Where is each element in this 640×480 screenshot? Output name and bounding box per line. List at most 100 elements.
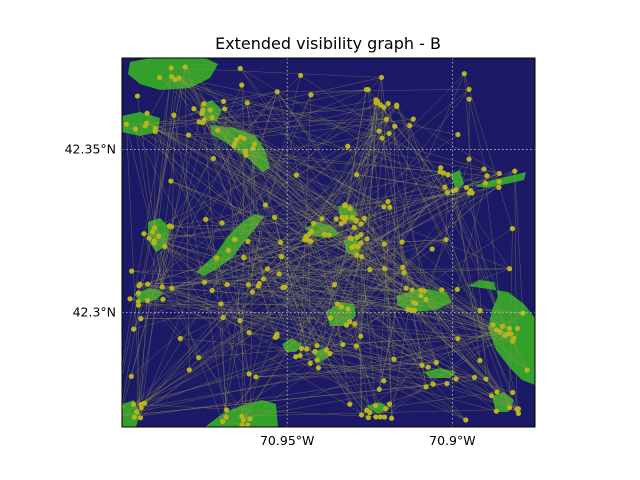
graph-edge bbox=[241, 85, 245, 139]
graph-node bbox=[172, 77, 178, 83]
graph-node bbox=[483, 376, 489, 382]
graph-edge bbox=[198, 331, 500, 358]
graph-edge bbox=[386, 119, 513, 393]
graph-edge bbox=[241, 239, 309, 426]
graph-node bbox=[128, 373, 134, 379]
graph-node bbox=[253, 374, 259, 380]
graph-edge bbox=[135, 128, 213, 291]
graph-node bbox=[276, 271, 282, 277]
island-top-left bbox=[128, 58, 218, 90]
graph-edge bbox=[314, 351, 362, 416]
graph-edge bbox=[155, 131, 245, 258]
graph-edge bbox=[184, 66, 190, 370]
graph-node bbox=[347, 205, 353, 212]
graph-edge bbox=[147, 283, 437, 363]
graph-node bbox=[482, 180, 488, 186]
graph-edge bbox=[252, 291, 519, 410]
graph-node bbox=[358, 240, 364, 246]
graticule-grid bbox=[122, 58, 535, 427]
graph-edge bbox=[154, 227, 250, 375]
graph-edge bbox=[233, 89, 367, 146]
graph-edge bbox=[337, 295, 421, 304]
graph-node bbox=[159, 284, 165, 290]
graph-edge bbox=[226, 228, 513, 418]
graph-edge bbox=[146, 123, 346, 207]
graph-node bbox=[142, 123, 148, 129]
graph-node bbox=[477, 357, 483, 364]
graph-edge bbox=[245, 155, 355, 247]
graph-edge bbox=[383, 107, 392, 419]
graph-edge bbox=[217, 130, 429, 368]
graph-edge bbox=[143, 233, 281, 243]
graph-node bbox=[308, 92, 314, 98]
graph-edge bbox=[345, 204, 510, 269]
graph-node bbox=[150, 229, 156, 235]
graph-node bbox=[365, 414, 371, 421]
graph-edge bbox=[146, 113, 250, 333]
graph-node bbox=[231, 143, 237, 149]
graph-edge bbox=[135, 128, 163, 287]
graph-node bbox=[351, 225, 357, 231]
graph-edge bbox=[360, 119, 387, 337]
graph-node bbox=[186, 367, 192, 373]
island-bottom-mid bbox=[366, 402, 390, 414]
graph-node bbox=[319, 216, 325, 222]
graph-edge bbox=[139, 284, 408, 310]
graph-node bbox=[429, 246, 435, 252]
graph-node bbox=[130, 401, 137, 408]
graph-node bbox=[394, 102, 400, 108]
graph-node bbox=[345, 143, 351, 149]
graph-node bbox=[466, 156, 472, 162]
graph-edge bbox=[141, 340, 513, 408]
graph-node bbox=[410, 116, 416, 122]
graph-node bbox=[151, 240, 157, 246]
graph-node bbox=[277, 239, 284, 245]
graph-node bbox=[455, 336, 461, 342]
graph-edge bbox=[217, 102, 248, 131]
graph-node bbox=[338, 221, 344, 227]
graph-edge bbox=[147, 208, 351, 301]
graph-node bbox=[146, 235, 152, 241]
graph-node bbox=[443, 237, 449, 243]
graph-edge bbox=[217, 99, 376, 131]
graph-node bbox=[347, 319, 353, 325]
graph-edge bbox=[310, 363, 475, 378]
graph-node bbox=[245, 422, 251, 427]
graph-node bbox=[343, 322, 350, 328]
graph-node bbox=[218, 301, 224, 307]
graph-node bbox=[430, 381, 436, 387]
graph-edge bbox=[247, 102, 307, 237]
graph-edge bbox=[171, 288, 376, 406]
graph-edge bbox=[349, 208, 358, 238]
graph-node bbox=[239, 413, 245, 419]
graph-edge bbox=[425, 159, 470, 300]
graph-edge bbox=[224, 108, 248, 425]
graph-edge bbox=[284, 286, 523, 314]
graph-edge bbox=[240, 136, 357, 256]
graph-edge bbox=[367, 89, 395, 360]
graph-edge bbox=[305, 107, 384, 237]
graph-edge bbox=[143, 233, 163, 287]
graph-edge bbox=[122, 345, 357, 408]
graph-node bbox=[239, 422, 245, 427]
graph-edge bbox=[154, 187, 499, 242]
graph-node bbox=[352, 321, 358, 327]
graph-edge bbox=[369, 269, 487, 380]
graph-edge bbox=[356, 187, 499, 256]
graph-node bbox=[376, 386, 382, 392]
graph-edge bbox=[409, 125, 510, 408]
graph-edge bbox=[139, 268, 510, 285]
graph-edge bbox=[162, 134, 189, 287]
map-title: Extended visibility graph - B bbox=[215, 34, 441, 53]
graph-edge bbox=[164, 91, 278, 247]
graph-node bbox=[403, 285, 409, 291]
graph-edge bbox=[357, 99, 377, 238]
graph-edge bbox=[436, 312, 523, 363]
graph-node bbox=[361, 215, 367, 221]
graph-node bbox=[512, 168, 518, 174]
graph-edge bbox=[174, 79, 383, 139]
graph-edge bbox=[255, 376, 475, 378]
graph-node bbox=[418, 287, 424, 293]
graph-node bbox=[252, 141, 258, 147]
graph-edge bbox=[126, 106, 397, 125]
